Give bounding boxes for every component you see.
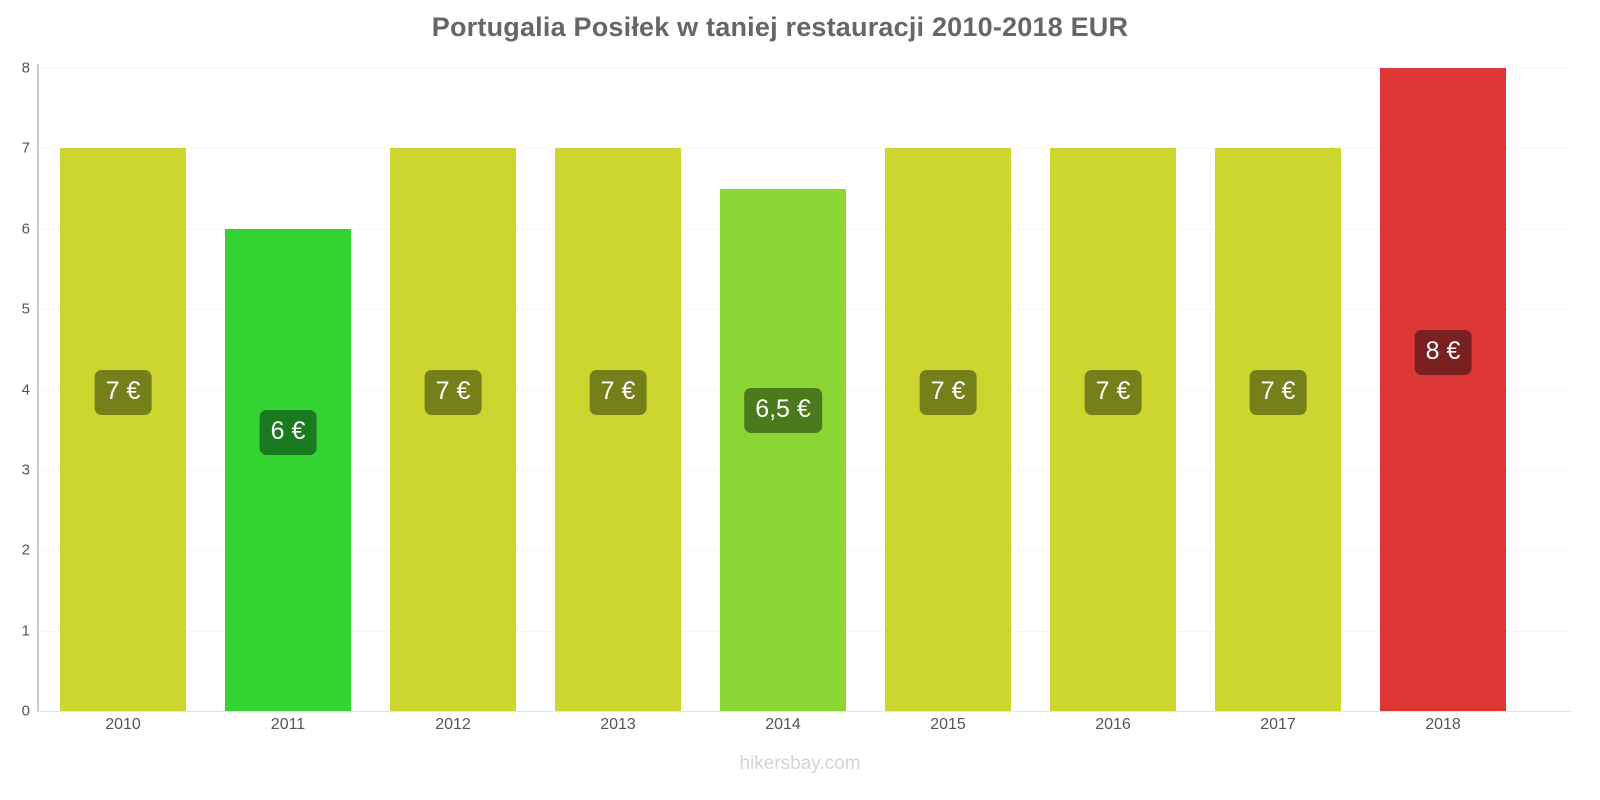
bar-2016[interactable]: 7 € xyxy=(1050,148,1176,711)
x-tick-label-2016: 2016 xyxy=(1095,716,1131,733)
y-tick-label: 3 xyxy=(21,461,30,479)
x-tick-label-2011: 2011 xyxy=(270,716,306,733)
plot-area: 7 € 6 € 7 € 7 € 6,5 € 7 € 7 € 7 € 8 € xyxy=(38,68,1572,712)
x-tick-label-2010: 2010 xyxy=(105,716,141,733)
x-tick-label-2012: 2012 xyxy=(435,716,471,733)
bar-2018[interactable]: 8 € xyxy=(1380,68,1506,711)
bar-value-label-2018: 8 € xyxy=(1414,330,1472,375)
bar-value-label-2011: 6 € xyxy=(259,410,317,455)
x-tick-label-2015: 2015 xyxy=(930,716,966,733)
bar-value-label-2013: 7 € xyxy=(589,370,647,415)
gridline-8 xyxy=(38,68,1572,69)
y-tick-label: 2 xyxy=(21,541,30,559)
bar-2012[interactable]: 7 € xyxy=(390,148,516,711)
bar-value-label-2017: 7 € xyxy=(1249,370,1307,415)
bar-2011[interactable]: 6 € xyxy=(225,228,351,711)
bar-value-label-2015: 7 € xyxy=(919,370,977,415)
y-tick-label: 1 xyxy=(21,622,30,640)
footer-credit: hikersbay.com xyxy=(739,753,861,774)
bar-value-label-2012: 7 € xyxy=(424,370,482,415)
y-tick-label: 5 xyxy=(21,300,30,318)
bar-2010[interactable]: 7 € xyxy=(60,148,186,711)
x-tick-label-2014: 2014 xyxy=(765,716,801,733)
x-tick-label-2018: 2018 xyxy=(1425,716,1461,733)
x-tick-label-2017: 2017 xyxy=(1260,716,1296,733)
bar-2015[interactable]: 7 € xyxy=(885,148,1011,711)
y-tick-label: 7 xyxy=(21,139,30,157)
bar-value-label-2010: 7 € xyxy=(94,370,152,415)
y-axis-line xyxy=(37,64,39,712)
bar-2013[interactable]: 7 € xyxy=(555,148,681,711)
gridline-7 xyxy=(38,148,1572,150)
y-tick-label: 8 xyxy=(21,59,30,77)
bar-2014[interactable]: 6,5 € xyxy=(720,188,846,711)
gridline-0 xyxy=(38,711,1572,712)
x-tick-label-2013: 2013 xyxy=(600,716,636,733)
bar-value-label-2014: 6,5 € xyxy=(744,388,822,433)
chart-title: Portugalia Posiłek w taniej restauracji … xyxy=(431,12,1129,42)
bar-value-label-2016: 7 € xyxy=(1084,370,1142,415)
y-tick-label: 4 xyxy=(21,381,30,398)
y-tick-label: 6 xyxy=(21,220,30,238)
y-tick-label: 0 xyxy=(21,702,30,720)
bar-2017[interactable]: 7 € xyxy=(1215,148,1341,711)
